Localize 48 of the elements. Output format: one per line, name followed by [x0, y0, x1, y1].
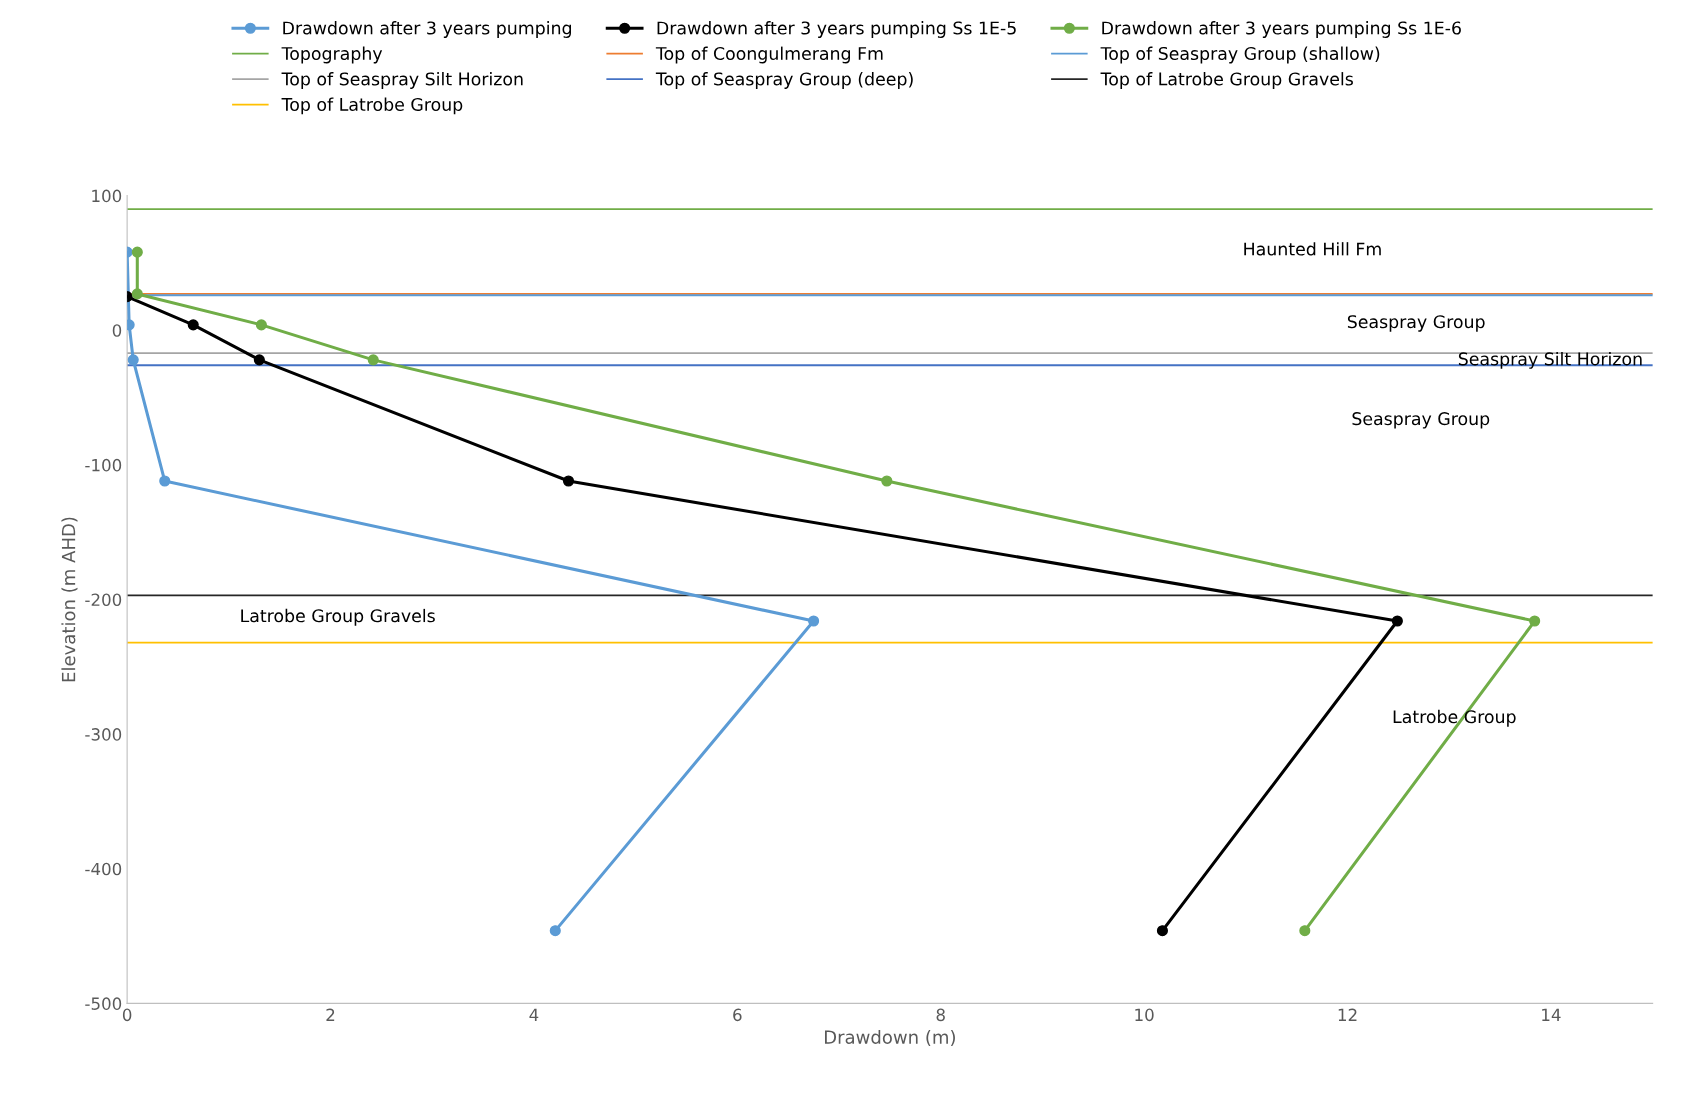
x-axis-title: Drawdown (m) [825, 1029, 955, 1047]
point [1156, 925, 1168, 937]
point [131, 288, 143, 300]
x-tick-label: 8 [936, 1008, 945, 1022]
point [131, 246, 143, 258]
legend-label: Top of Coongulmerang Fm [655, 46, 883, 64]
point [562, 475, 575, 487]
y-tick-label: -400 [85, 862, 122, 876]
point [808, 615, 820, 627]
x-tick-label: 6 [733, 1008, 742, 1022]
annotation: Latrobe Group [1393, 709, 1516, 727]
legend-label: Top of Latrobe Group [281, 97, 463, 115]
legend-label: Top of Latrobe Group Gravels [1100, 72, 1353, 89]
point [1529, 615, 1541, 627]
y-tick-label: -500 [85, 997, 122, 1010]
x-tick-label: 14 [1542, 1008, 1561, 1021]
x-tick-label: 12 [1338, 1008, 1357, 1021]
legend-label: Drawdown after 3 years pumping Ss 1E-5 [657, 21, 1016, 38]
annotation: Seaspray Group [1352, 412, 1490, 429]
point [187, 319, 199, 331]
y-tick-label: -100 [85, 458, 122, 472]
y-tick-label: 0 [112, 324, 122, 337]
point [255, 319, 267, 331]
point [159, 475, 171, 487]
legend-label: Topography [281, 46, 383, 64]
y-tick-label: -300 [85, 728, 122, 741]
y-tick-label: 100 [92, 189, 122, 203]
legend-label: Drawdown after 3 years pumping Ss 1E-6 [1102, 21, 1461, 38]
point [549, 925, 561, 937]
point [1299, 925, 1311, 937]
y-axis-title: Elevation (m AHD) [61, 517, 78, 682]
x-tick-label: 2 [326, 1008, 335, 1021]
point [253, 354, 265, 366]
legend-label: Top of Seaspray Group (deep) [655, 72, 913, 89]
x-tick-label: 10 [1135, 1008, 1154, 1022]
x-tick-label: 0 [122, 1008, 132, 1022]
y-tick-label: -200 [85, 593, 122, 607]
annotation: Haunted Hill Fm [1244, 242, 1381, 256]
annotation: Latrobe Group Gravels [241, 608, 435, 626]
legend-label: Drawdown after 3 years pumping [283, 21, 571, 38]
point [127, 354, 139, 366]
point [367, 354, 379, 366]
point [881, 475, 893, 487]
legend-label: Top of Seaspray Silt Horizon [281, 72, 523, 89]
annotation: Seaspray Group [1347, 315, 1485, 332]
legend-label: Top of Seaspray Group (shallow) [1100, 46, 1380, 64]
x-tick-label: 4 [529, 1008, 539, 1021]
point [1391, 615, 1403, 627]
